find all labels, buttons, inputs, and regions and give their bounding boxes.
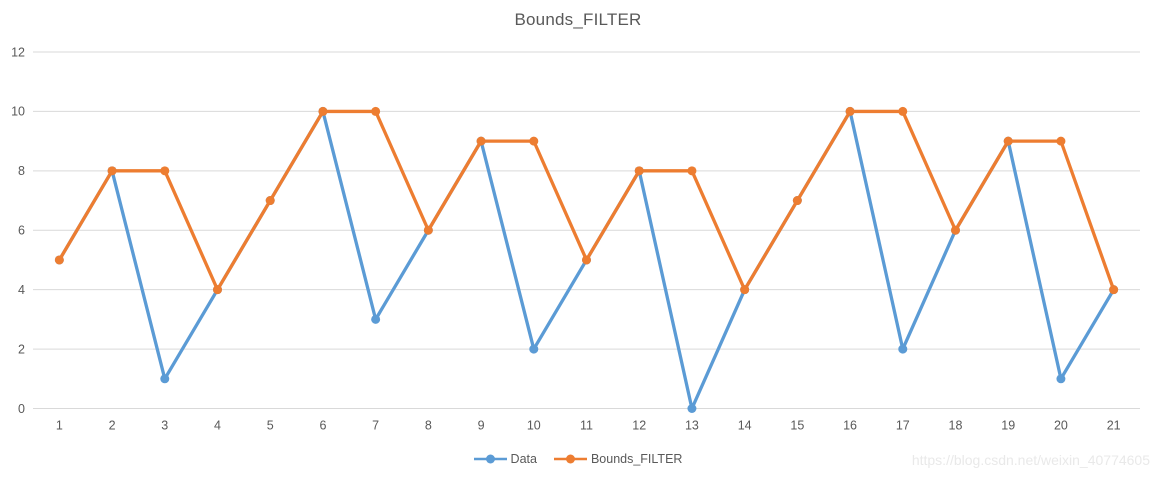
x-tick-label: 15 [790,419,804,433]
x-tick-label: 7 [372,419,379,433]
series-marker-bounds_filter [582,255,591,265]
x-tick-label: 1 [56,419,63,433]
x-tick-label: 9 [478,419,485,433]
legend-label: Bounds_FILTER [590,452,683,466]
series-marker-bounds_filter [792,196,802,206]
series-marker-data [371,314,381,324]
x-tick-label: 18 [949,419,963,433]
series-marker-bounds_filter [265,196,275,206]
x-tick-label: 19 [1001,419,1015,433]
series-marker-data [687,404,697,413]
y-tick-label: 8 [18,164,25,178]
x-tick-label: 5 [267,419,274,433]
series-marker-bounds_filter [898,106,908,116]
x-tick-label: 4 [214,419,221,433]
y-tick-label: 10 [11,105,25,119]
series-marker-bounds_filter [529,136,539,146]
x-tick-label: 11 [580,419,593,433]
legend-swatch-icon [473,454,507,464]
series-marker-bounds_filter [107,166,117,176]
legend-item-bounds_filter: Bounds_FILTER [553,452,683,466]
x-tick-label: 8 [425,419,432,433]
series-marker-bounds_filter [213,285,222,295]
legend-swatch-icon [553,454,587,464]
x-tick-label: 3 [161,419,168,433]
series-marker-bounds_filter [1109,285,1119,295]
watermark-link: https://blog.csdn.net/weixin_40774605 [911,452,1150,468]
x-tick-label: 13 [685,419,699,433]
x-tick-label: 20 [1054,419,1068,433]
series-marker-bounds_filter [740,285,750,295]
series-marker-data [1056,374,1066,384]
series-marker-bounds_filter [951,225,960,235]
chart-title: Bounds_FILTER [514,10,642,29]
series-marker-data [160,374,170,384]
y-tick-label: 12 [11,45,25,59]
x-tick-label: 2 [109,419,116,433]
series-marker-bounds_filter [371,106,381,116]
series-marker-bounds_filter [318,106,328,116]
series-marker-bounds_filter [476,136,486,146]
series-marker-data [898,344,908,354]
series-marker-bounds_filter [1056,136,1066,146]
series-marker-bounds_filter [1003,136,1013,146]
x-tick-label: 16 [843,419,857,433]
x-tick-label: 21 [1107,419,1121,433]
series-marker-bounds_filter [687,166,697,176]
y-tick-label: 2 [18,342,25,356]
x-tick-label: 6 [319,419,326,433]
y-tick-label: 0 [18,402,25,416]
x-tick-label: 12 [632,419,646,433]
x-tick-label: 10 [527,419,541,433]
series-marker-bounds_filter [423,225,433,235]
legend-label: Data [510,452,537,466]
series-marker-bounds_filter [160,166,170,176]
series-marker-bounds_filter [845,106,855,116]
y-tick-label: 6 [18,224,25,238]
x-tick-label: 17 [896,419,910,433]
y-tick-label: 4 [18,283,25,297]
x-tick-label: 14 [738,419,752,433]
chart-legend: Data Bounds_FILTER [0,449,1156,469]
legend-item-data: Data [473,452,537,466]
series-marker-data [529,344,539,354]
series-marker-bounds_filter [634,166,644,176]
series-marker-bounds_filter [54,255,64,265]
